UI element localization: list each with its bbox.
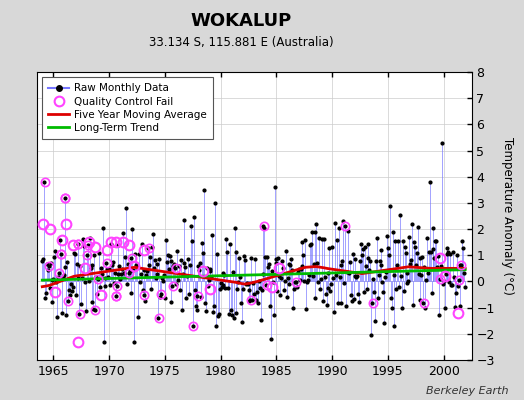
Text: WOKALUP: WOKALUP <box>190 12 292 30</box>
Text: Berkeley Earth: Berkeley Earth <box>426 386 508 396</box>
Legend: Raw Monthly Data, Quality Control Fail, Five Year Moving Average, Long-Term Tren: Raw Monthly Data, Quality Control Fail, … <box>42 77 213 139</box>
Text: 33.134 S, 115.881 E (Australia): 33.134 S, 115.881 E (Australia) <box>149 36 333 49</box>
Y-axis label: Temperature Anomaly (°C): Temperature Anomaly (°C) <box>501 137 514 295</box>
